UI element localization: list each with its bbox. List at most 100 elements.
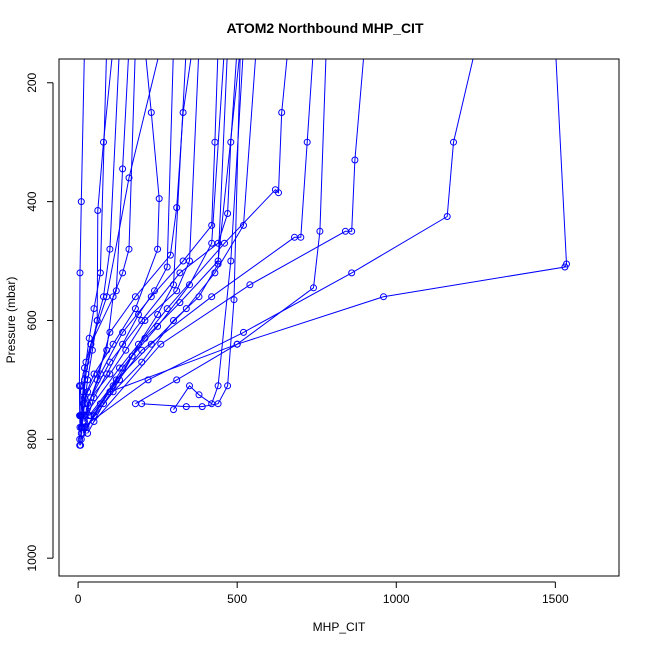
- series-line: [141, 59, 241, 408]
- data-point: [142, 44, 148, 50]
- series-line: [135, 59, 327, 405]
- y-tick-label: 1000: [25, 545, 39, 572]
- data-point: [75, 382, 83, 390]
- series-line: [84, 59, 288, 416]
- data-point: [240, 328, 247, 336]
- data-point: [110, 44, 116, 50]
- data-point: [323, 44, 329, 50]
- data-point: [125, 245, 133, 253]
- data-point: [155, 195, 163, 203]
- data-point: [310, 284, 317, 292]
- data-point: [182, 305, 190, 313]
- axes-layer: 0 500 1000 1500 200 400 600 800 1000: [25, 58, 620, 606]
- data-point: [109, 382, 117, 390]
- chart-title: ATOM2 Northbound MHP_CIT: [226, 20, 424, 36]
- data-point: [163, 305, 171, 313]
- data-point: [552, 44, 558, 50]
- data-point: [473, 44, 479, 50]
- data-point: [182, 403, 190, 411]
- data-point: [100, 293, 107, 301]
- data-point: [348, 269, 356, 277]
- data-point: [106, 245, 114, 253]
- series-line: [84, 59, 199, 422]
- series-line: [173, 59, 244, 410]
- data-point: [225, 44, 231, 50]
- data-point: [138, 346, 146, 354]
- data-point: [154, 311, 162, 318]
- series-18: [75, 59, 85, 420]
- data-point: [103, 346, 111, 354]
- series-line: [93, 59, 364, 422]
- data-point: [237, 44, 243, 50]
- series-line: [78, 59, 85, 416]
- data-point: [93, 317, 101, 324]
- data-point: [119, 340, 127, 348]
- data-point: [141, 317, 149, 324]
- data-point: [303, 138, 311, 146]
- data-point: [90, 412, 98, 420]
- data-point: [106, 328, 114, 336]
- data-point: [311, 44, 317, 50]
- data-point: [82, 358, 90, 366]
- data-point: [85, 334, 93, 342]
- series-10: [90, 59, 364, 425]
- data-point: [112, 376, 120, 384]
- series-4: [79, 44, 163, 425]
- series-layer: [75, 44, 570, 449]
- series-25: [77, 59, 225, 443]
- data-point: [233, 340, 241, 348]
- data-point: [119, 269, 127, 277]
- series-26: [81, 44, 202, 425]
- data-point: [297, 233, 305, 241]
- data-point: [227, 257, 235, 265]
- data-point: [186, 257, 193, 265]
- data-point: [198, 403, 206, 411]
- data-point: [214, 382, 222, 390]
- data-point: [135, 311, 142, 318]
- series-12: [106, 44, 570, 396]
- data-point: [106, 370, 114, 378]
- data-point: [96, 269, 104, 277]
- series-line: [80, 59, 136, 416]
- data-point: [351, 156, 359, 164]
- series-line: [90, 59, 314, 416]
- data-point: [285, 44, 291, 50]
- data-point: [81, 400, 88, 408]
- data-point: [109, 293, 117, 301]
- data-point: [138, 358, 146, 366]
- data-point: [214, 257, 222, 265]
- data-point: [224, 382, 232, 390]
- data-point: [126, 44, 132, 50]
- data-point: [190, 44, 196, 50]
- data-point: [119, 328, 127, 336]
- series-line: [80, 59, 225, 440]
- data-point: [443, 213, 451, 220]
- data-point: [176, 269, 184, 277]
- data-point: [104, 44, 110, 50]
- data-point: [275, 189, 282, 197]
- data-point: [96, 400, 104, 408]
- data-point: [196, 44, 202, 50]
- data-point: [183, 44, 189, 50]
- data-point: [173, 204, 181, 212]
- y-tick-label: 600: [25, 310, 39, 330]
- series-15: [170, 44, 247, 414]
- data-point: [170, 317, 177, 324]
- series-11: [79, 44, 479, 431]
- x-tick-label: 0: [75, 592, 82, 606]
- data-point: [173, 376, 181, 384]
- data-point: [241, 44, 247, 50]
- data-point: [131, 305, 139, 313]
- data-point: [215, 44, 221, 50]
- data-point: [132, 44, 138, 50]
- series-line: [82, 59, 240, 434]
- data-point: [208, 400, 216, 408]
- data-point: [246, 281, 254, 289]
- data-point: [195, 391, 203, 399]
- data-point: [94, 207, 102, 214]
- data-point: [81, 418, 88, 425]
- data-point: [230, 296, 238, 304]
- data-point: [84, 376, 92, 384]
- series-line: [80, 59, 120, 446]
